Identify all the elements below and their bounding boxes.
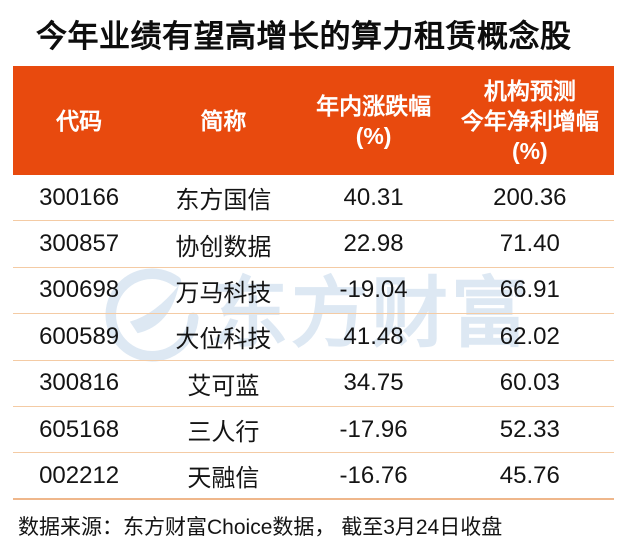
column-header-name: 简称 [200,107,247,134]
cell-ytd-change: -16.76 [339,461,408,489]
cell-code: 300857 [39,230,120,258]
cell-name: 协创数据 [175,233,272,261]
cell-forecast-profit-growth: 45.76 [499,461,560,489]
table-row: 300166 东方国信 40.31 200.36 [13,175,614,222]
cell-code: 300816 [39,369,120,397]
cell-ytd-change: 34.75 [343,369,404,397]
cell-forecast-profit-growth: 200.36 [493,183,567,211]
cell-name: 东方国信 [175,187,272,215]
cell-code: 605168 [39,415,120,443]
cell-code: 300698 [39,276,120,304]
column-header-code: 代码 [56,107,103,134]
cell-name: 艾可蓝 [187,372,260,400]
table-row: 600589 大位科技 41.48 62.02 [13,314,614,361]
cell-name: 天融信 [187,465,260,493]
cell-ytd-change: 40.31 [343,183,404,211]
cell-forecast-profit-growth: 71.40 [499,230,560,258]
column-header-ytd-change: 年内涨跌幅 (%) [316,92,432,149]
data-source-note: 数据来源：东方财富Choice数据， 截至3月24日收盘 [18,516,503,539]
cell-ytd-change: 41.48 [343,322,404,350]
cell-forecast-profit-growth: 60.03 [499,369,560,397]
cell-forecast-profit-growth: 66.91 [499,276,560,304]
page-title: 今年业绩有望高增长的算力租赁概念股 [36,19,572,54]
table-body: 300166 东方国信 40.31 200.36 300857 协创数据 22.98 71.4… [13,175,614,500]
table-row: 605168 三人行 -17.96 52.33 [13,407,614,454]
table-row: 002212 天融信 -16.76 45.76 [13,453,614,500]
cell-ytd-change: -17.96 [339,415,408,443]
cell-code: 300166 [39,183,120,211]
table-row: 300857 协创数据 22.98 71.40 [13,221,614,268]
cell-name: 大位科技 [175,326,272,354]
table-row: 300816 艾可蓝 34.75 60.03 [13,361,614,407]
cell-name: 三人行 [187,419,260,447]
cell-forecast-profit-growth: 52.33 [499,415,560,443]
stock-table: 东方财富 代码 简称 年内涨跌幅 (%) 机构预测 今年净利增幅 (%) 300… [13,66,614,500]
table-header-row: 代码 简称 年内涨跌幅 (%) 机构预测 今年净利增幅 (%) [13,66,614,175]
cell-code: 002212 [39,461,120,489]
cell-name: 万马科技 [175,279,272,307]
cell-ytd-change: -19.04 [339,276,408,304]
cell-code: 600589 [39,322,120,350]
column-header-forecast-profit-growth: 机构预测 今年净利增幅 (%) [460,77,599,164]
table-row: 300698 万马科技 -19.04 66.91 [13,268,614,315]
cell-ytd-change: 22.98 [343,230,404,258]
cell-forecast-profit-growth: 62.02 [499,322,560,350]
